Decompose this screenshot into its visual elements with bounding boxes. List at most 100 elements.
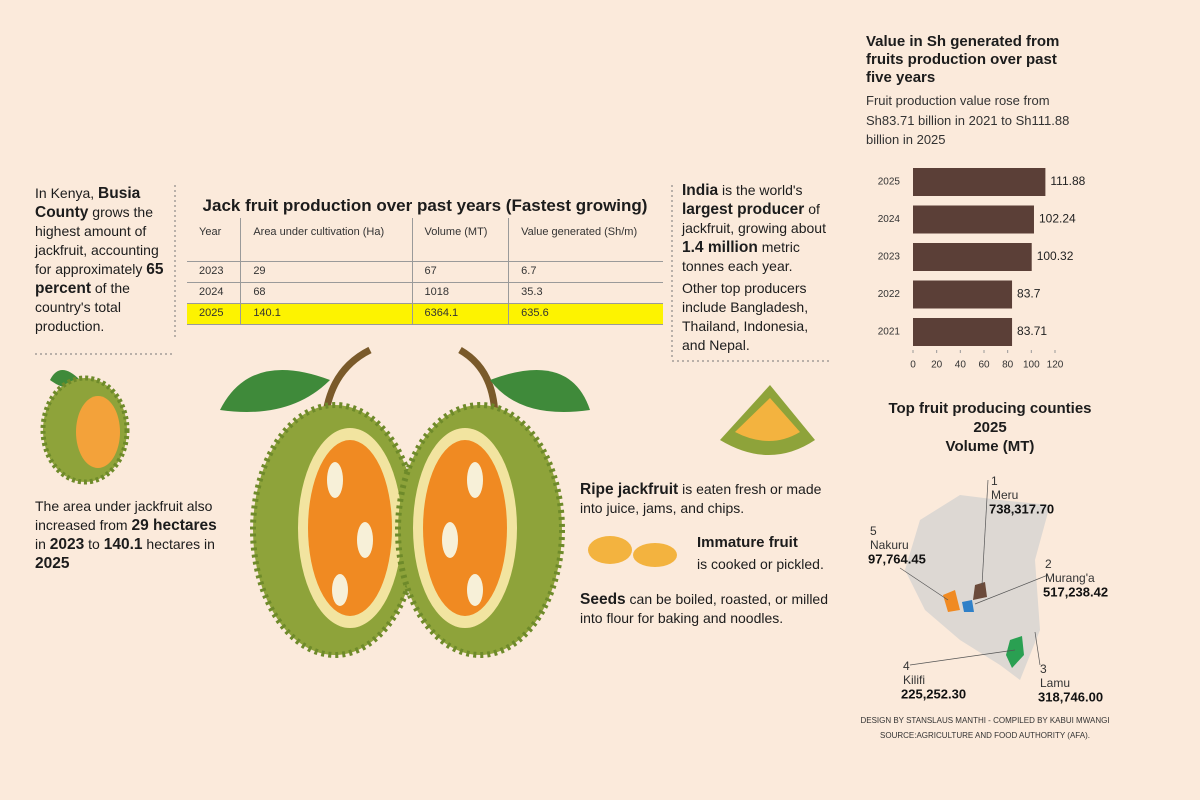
- bar: [913, 318, 1013, 346]
- highlight: 2023: [49, 536, 85, 553]
- immature-text: is cooked or pickled.: [697, 556, 824, 572]
- table-cell: 68: [240, 282, 413, 304]
- value-label: 100.32: [1037, 249, 1074, 263]
- text-segment: In Kenya,: [35, 185, 99, 201]
- table-cell: 6364.1: [412, 303, 510, 325]
- table-title: Jack fruit production over past years (F…: [202, 196, 648, 215]
- header-cell: Volume (MT): [412, 218, 510, 262]
- text-segment: to: [84, 536, 104, 552]
- map-title-line: Volume (MT): [945, 438, 1035, 455]
- area-text: The area under jackfruit also increased …: [35, 497, 225, 573]
- table-cell: 2023: [187, 261, 242, 283]
- text-segment: in: [35, 536, 50, 552]
- ripe-text: Ripe jackfruit is eaten fresh or made in…: [580, 480, 830, 518]
- highlight: Busia County: [35, 185, 141, 221]
- x-tick-label: 80: [1002, 360, 1014, 371]
- category-label: 2024: [878, 214, 901, 225]
- county-volume: 517,238.42: [1043, 584, 1108, 599]
- highlight: 29 hectares: [131, 517, 217, 534]
- india-more: Other top producers include Bangladesh, …: [682, 280, 809, 353]
- table-row: 2023 29 67 6.7: [187, 261, 663, 283]
- text-segment: can be boiled, roasted, or milled into f…: [580, 591, 829, 626]
- table-cell: 6.7: [508, 261, 663, 283]
- highlight: 140.1: [103, 536, 143, 553]
- map-title-line: Top fruit producing counties: [888, 400, 1092, 417]
- chart-subtitle: Fruit production value rose from Sh83.71…: [866, 93, 1070, 147]
- credit-line: SOURCE:AGRICULTURE AND FOOD AUTHORITY (A…: [880, 731, 1090, 740]
- highlight: Ripe jackfruit: [580, 481, 679, 498]
- dividers: [35, 185, 830, 362]
- kenya-map: [899, 479, 1050, 680]
- category-label: 2023: [878, 252, 901, 263]
- x-tick-label: 40: [955, 360, 967, 371]
- value-label: 83.71: [1017, 324, 1047, 338]
- text-segment: is the world's: [718, 182, 803, 198]
- county-rank: 5: [870, 524, 877, 538]
- table-row: 2025 140.1 6364.1 635.6: [187, 303, 663, 325]
- table-cell: 35.3: [508, 282, 663, 304]
- x-tick-label: 100: [1023, 360, 1040, 371]
- header-cell: Value generated (Sh/m): [508, 218, 663, 262]
- value-label: 111.88: [1050, 174, 1085, 188]
- text-segment: The area under jackfruit also increased …: [35, 498, 213, 533]
- county-volume: 97,764.45: [868, 551, 926, 566]
- bar: [913, 168, 1046, 196]
- table-cell: 635.6: [508, 303, 663, 325]
- intro-text: In Kenya, Busia County grows the highest…: [35, 184, 170, 336]
- category-label: 2022: [878, 289, 901, 300]
- immature-title: Immature fruit: [697, 534, 798, 551]
- bar: [913, 205, 1034, 234]
- county-name: Nakuru: [870, 538, 909, 552]
- map-title-line: 2025: [973, 419, 1007, 436]
- text-segment: grows the highest amount of jackfruit, a…: [35, 204, 159, 277]
- table-cell: 2025: [187, 303, 242, 325]
- x-tick-label: 60: [978, 360, 990, 371]
- text-segment: hectares in: [142, 536, 215, 552]
- county-volume: 225,252.30: [901, 686, 966, 701]
- x-tick-label: 20: [931, 360, 943, 371]
- text-segment: is eaten fresh or made into juice, jams,…: [580, 481, 822, 516]
- map-title: Top fruit producing counties 2025 Volume (…: [860, 399, 1120, 456]
- county-rank: 3: [1040, 662, 1047, 676]
- highlight: 1.4 million: [682, 239, 758, 256]
- table-cell: 67: [412, 261, 510, 283]
- bar: [913, 243, 1032, 271]
- table-row: 2024 68 1018 35.3: [187, 282, 663, 304]
- county-volume: 318,746.00: [1038, 689, 1103, 704]
- table-cell: 140.1: [240, 303, 413, 325]
- credits: DESIGN BY STANSLAUS MANTHI - COMPILED BY…: [830, 713, 1140, 743]
- text-segment: of the country's total production.: [35, 280, 130, 334]
- county-name: Lamu: [1040, 676, 1070, 690]
- chart-title: Value in Sh generated from fruits produc…: [866, 33, 1060, 86]
- highlight: Seeds: [580, 591, 626, 608]
- x-tick-label: 0: [910, 360, 916, 371]
- bar-chart: 2025 111.88 2024 102.24 2023 100.32 2022 83.7 20…: [878, 168, 1086, 371]
- jackfruit-illustration: [40, 346, 815, 658]
- table-cell: 1018: [412, 282, 510, 304]
- county-rank: 1: [991, 474, 998, 488]
- x-tick-label: 120: [1047, 360, 1064, 371]
- category-label: 2021: [878, 327, 901, 338]
- text-segment: metric tonnes each year.: [682, 239, 800, 274]
- value-label: 83.7: [1017, 287, 1041, 301]
- india-text: India is the world's largest producer of…: [682, 181, 832, 276]
- highlight: 65 percent: [35, 261, 164, 297]
- value-label: 102.24: [1039, 212, 1076, 226]
- county-name: Murang'a: [1045, 571, 1095, 585]
- highlight: 2025: [35, 555, 70, 572]
- table-cell: 2024: [187, 282, 242, 304]
- bar: [913, 280, 1013, 309]
- county-name: Kilifi: [903, 673, 925, 687]
- category-label: 2025: [878, 177, 901, 188]
- production-table: Year Area under cultivation (Ha) Volume (M…: [187, 218, 663, 325]
- header-row: Year Area under cultivation (Ha) Volume (M…: [187, 218, 663, 262]
- table-cell: 29: [240, 261, 413, 283]
- highlight: largest producer: [682, 201, 805, 218]
- text-segment: of jackfruit, growing about: [682, 201, 826, 236]
- header-cell: Year: [187, 218, 242, 262]
- highlight: India: [682, 182, 719, 199]
- header-cell: Area under cultivation (Ha): [240, 218, 413, 262]
